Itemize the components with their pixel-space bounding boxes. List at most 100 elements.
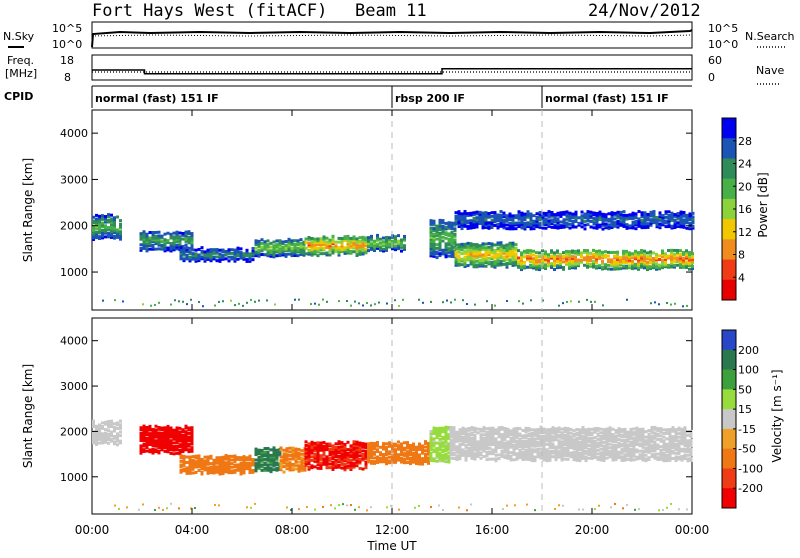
echo-cell [166, 432, 170, 436]
echo-cell [297, 453, 301, 457]
echo-cell [257, 464, 261, 468]
echo-cell [650, 455, 654, 459]
echo-cell [340, 238, 344, 242]
echo-cell [403, 453, 406, 457]
echo-cell [655, 215, 659, 219]
echo-cell [175, 239, 179, 243]
echo-cell [590, 438, 594, 442]
echo-cell [382, 242, 385, 246]
echo-cell [310, 444, 314, 448]
echo-cell [593, 427, 597, 431]
echo-cell [307, 252, 311, 256]
echo-cell [652, 262, 655, 266]
echo-cell [487, 260, 491, 264]
echo-cell [481, 262, 485, 266]
echo-cell [178, 439, 182, 443]
echo-cell [475, 248, 479, 252]
echo-cell [376, 460, 379, 464]
echo-cell [307, 250, 311, 254]
echo-cell [493, 212, 497, 216]
echo-cell [307, 453, 311, 457]
echo-cell [163, 240, 167, 244]
echo-cell [671, 435, 675, 439]
echo-cell [230, 454, 234, 458]
echo-cell [382, 452, 385, 456]
echo-cell [677, 450, 681, 454]
echo-cell [547, 264, 550, 268]
echo-cell [541, 249, 544, 253]
echo-cell [467, 448, 471, 452]
echo-cell [569, 431, 573, 435]
echo-cell [607, 217, 611, 221]
echo-cell [184, 439, 188, 443]
echo-cell [653, 434, 657, 438]
echo-cell [160, 243, 164, 247]
echo-cell [449, 438, 453, 442]
echo-cell [578, 431, 582, 435]
echo-cell [281, 251, 285, 255]
echo-cell [562, 221, 566, 225]
echo-cell [435, 250, 439, 254]
echo-cell [142, 437, 146, 441]
echo-cell [450, 243, 454, 247]
echo-cell [236, 463, 240, 467]
echo-cell [187, 230, 191, 234]
echo-cell [254, 451, 258, 455]
echo-cell [107, 235, 110, 239]
echo-cell [611, 433, 615, 437]
echo-cell [490, 224, 494, 228]
echo-cell [197, 465, 201, 469]
echo-cell [607, 212, 611, 216]
echo-cell [203, 468, 207, 472]
echo-cell [275, 448, 279, 452]
echo-cell [632, 427, 636, 431]
echo-cell [506, 429, 510, 433]
echo-cell [652, 211, 656, 215]
echo-cell [340, 452, 344, 456]
echo-cell [269, 459, 273, 463]
echo-cell [458, 430, 462, 434]
echo-cell [526, 215, 530, 219]
power-echoes [92, 110, 695, 310]
echo-cell [533, 457, 537, 461]
echo-cell [574, 264, 577, 268]
echo-cell [263, 247, 267, 251]
echo-cell [473, 452, 477, 456]
echo-cell [524, 439, 528, 443]
freq-step-line [92, 68, 692, 75]
echo-cell [438, 433, 442, 437]
echo-cell [647, 438, 651, 442]
echo-cell [674, 442, 678, 446]
echo-cell [116, 215, 119, 219]
echo-cell [154, 435, 158, 439]
echo-cell [665, 428, 669, 432]
echo-cell [571, 256, 574, 260]
echo-cell [670, 215, 674, 219]
echo-cell [485, 450, 489, 454]
echo-cell [373, 239, 376, 243]
echo-cell [539, 451, 543, 455]
echo-cell [450, 230, 454, 234]
echo-cell [382, 243, 385, 247]
echo-cell [599, 453, 603, 457]
echo-cell [346, 236, 350, 240]
echo-cell [521, 429, 525, 433]
echo-cell [481, 213, 485, 217]
echo-cell [565, 253, 568, 257]
echo-cell [680, 431, 684, 435]
echo-cell [691, 252, 694, 256]
echo-cell [688, 227, 692, 231]
echo-cell [447, 458, 451, 462]
echo-cell [584, 431, 588, 435]
echo-cell [438, 459, 442, 463]
echo-cell [568, 222, 572, 226]
echo-cell [169, 439, 173, 443]
echo-cell [148, 450, 152, 454]
echo-cell [278, 453, 282, 457]
echo-cell [212, 250, 216, 254]
echo-cell [178, 432, 182, 436]
echo-cell [632, 449, 636, 453]
echo-cell [322, 298, 324, 301]
echo-cell [593, 439, 597, 443]
echo-cell [458, 442, 462, 446]
